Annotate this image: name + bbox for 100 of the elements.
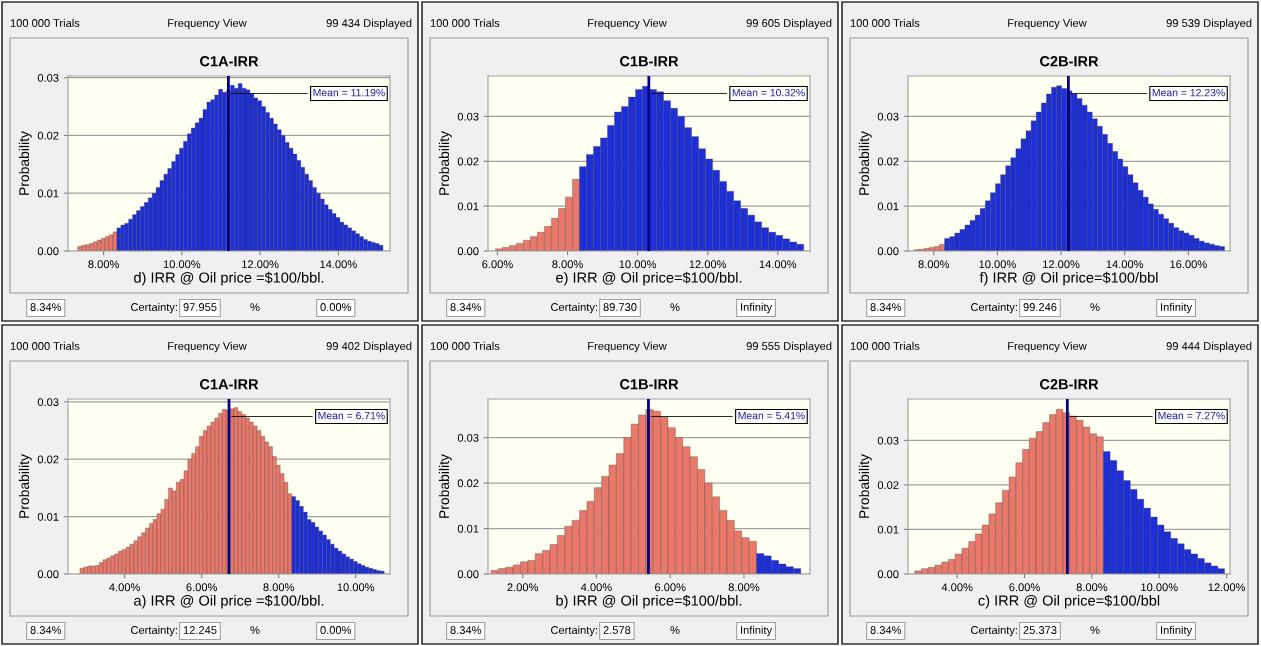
- x-axis-title: c) IRR @ Oil price=$100/bbl: [978, 594, 1160, 609]
- text: 99 402 Displayed: [326, 341, 412, 353]
- text: 97.955: [183, 303, 217, 311]
- text: %: [1090, 303, 1100, 311]
- x-tick-label: 8.00%: [552, 260, 583, 269]
- text: 8.34%: [870, 303, 902, 311]
- y-tick-label: 0.03: [457, 112, 479, 121]
- x-tick-label: 8.00%: [918, 260, 950, 269]
- x-tick-label: 14.00%: [759, 260, 797, 269]
- y-tick-label: 0.00: [877, 247, 899, 256]
- text: Infinity: [1161, 625, 1193, 637]
- text: 100 000 Trials: [430, 18, 500, 27]
- y-tick-label: 0.00: [877, 570, 899, 579]
- y-tick-label: 0.01: [457, 524, 479, 533]
- ref-line-label: Mean = 12.23%: [1152, 88, 1225, 97]
- y-tick-label: 0.03: [37, 398, 59, 406]
- y-tick-label: 0.01: [877, 525, 899, 534]
- text: 2.578: [603, 626, 631, 634]
- y-tick-label: 0.02: [877, 481, 899, 490]
- y-tick-label: 0.03: [457, 433, 479, 442]
- text: Certainty:: [551, 625, 597, 637]
- x-tick-label: 16.00%: [1170, 260, 1207, 269]
- text: 8.34%: [30, 626, 62, 634]
- text: Certainty:: [131, 625, 177, 637]
- y-tick-label: 0.01: [37, 512, 59, 521]
- text: 99 434 Displayed: [326, 18, 412, 30]
- text: 0.00%: [320, 303, 352, 311]
- text: %: [1090, 626, 1100, 634]
- y-tick-label: 0.00: [37, 570, 59, 579]
- text: 8.34%: [30, 303, 62, 311]
- x-tick-label: 6.00%: [186, 583, 218, 592]
- y-tick-label: 0.01: [457, 202, 479, 211]
- y-tick-label: 0.01: [37, 189, 59, 198]
- x-tick-label: 8.00%: [1076, 583, 1108, 592]
- chart-title: C2B-IRR: [1040, 379, 1099, 390]
- text: 25.373: [1023, 626, 1057, 634]
- y-tick-label: 0.02: [877, 157, 899, 166]
- text: Infinity: [741, 302, 773, 314]
- text: 100 000 Trials: [10, 18, 80, 27]
- text: 99 605 Displayed: [746, 18, 832, 30]
- text: Certainty:: [131, 302, 177, 314]
- text: Certainty:: [551, 302, 597, 314]
- text: 99 539 Displayed: [1166, 18, 1252, 30]
- x-tick-label: 14.00%: [320, 260, 357, 269]
- text: Frequency View: [168, 18, 247, 30]
- text: Frequency View: [588, 341, 667, 353]
- y-axis-title: Probability: [18, 454, 32, 518]
- text: 8.34%: [870, 626, 902, 634]
- x-axis-title: b) IRR @ Oil price=$100/bbl.: [556, 594, 742, 609]
- text: Certainty:: [971, 625, 1017, 637]
- y-tick-label: 0.02: [37, 455, 59, 464]
- x-tick-label: 14.00%: [1106, 260, 1144, 269]
- x-axis-title: a) IRR @ Oil price =$100/bbl.: [134, 594, 324, 609]
- x-tick-label: 4.00%: [109, 583, 140, 592]
- x-tick-label: 4.00%: [941, 583, 973, 592]
- text: 100 000 Trials: [10, 341, 80, 350]
- x-axis-title: d) IRR @ Oil price =$100/bbl.: [134, 271, 324, 286]
- y-tick-label: 0.02: [457, 157, 479, 166]
- y-tick-label: 0.00: [457, 570, 479, 579]
- text: 99 444 Displayed: [1166, 341, 1252, 353]
- y-axis-title: Probability: [858, 131, 872, 195]
- chart-title: C1B-IRR: [620, 379, 679, 390]
- chart-title: C1A-IRR: [200, 56, 259, 67]
- y-tick-label: 0.02: [37, 131, 59, 140]
- x-axis-title: e) IRR @ Oil price=$100/bbl.: [556, 271, 742, 286]
- text: 99.246: [1023, 303, 1057, 311]
- y-tick-label: 0.03: [877, 436, 899, 445]
- x-tick-label: 10.00%: [979, 260, 1016, 269]
- y-tick-label: 0.02: [457, 479, 479, 488]
- x-tick-label: 8.00%: [263, 583, 295, 592]
- text: 8.34%: [450, 303, 482, 311]
- text: 100 000 Trials: [850, 341, 920, 350]
- text: Frequency View: [168, 341, 247, 353]
- x-axis-title: f) IRR @ Oil price=$100/bbl: [979, 271, 1158, 286]
- x-tick-label: 6.00%: [1009, 583, 1040, 592]
- x-tick-label: 6.00%: [655, 583, 686, 592]
- text: %: [250, 303, 260, 311]
- text: Certainty:: [971, 302, 1017, 314]
- text: 99 555 Displayed: [746, 341, 832, 353]
- text: %: [250, 626, 260, 634]
- y-axis-title: Probability: [438, 131, 452, 195]
- text: 8.34%: [450, 626, 482, 634]
- text: Frequency View: [588, 18, 667, 30]
- chart-title: C1A-IRR: [200, 379, 259, 390]
- x-tick-label: 10.00%: [619, 260, 657, 269]
- x-tick-label: 8.00%: [88, 260, 119, 269]
- y-axis-title: Probability: [18, 131, 32, 195]
- x-tick-label: 8.00%: [728, 583, 760, 592]
- text: 12.245: [183, 626, 217, 634]
- x-tick-label: 2.00%: [507, 583, 539, 592]
- x-tick-label: 10.00%: [1141, 583, 1178, 592]
- text: 0.00%: [320, 626, 352, 634]
- x-tick-label: 12.00%: [1043, 260, 1080, 269]
- y-axis-title: Probability: [858, 454, 872, 518]
- text: Infinity: [741, 625, 773, 637]
- text: 89.730: [603, 303, 637, 311]
- x-tick-label: 10.00%: [163, 260, 201, 269]
- y-tick-label: 0.00: [37, 247, 59, 256]
- text: %: [670, 303, 680, 311]
- y-tick-label: 0.03: [37, 74, 59, 82]
